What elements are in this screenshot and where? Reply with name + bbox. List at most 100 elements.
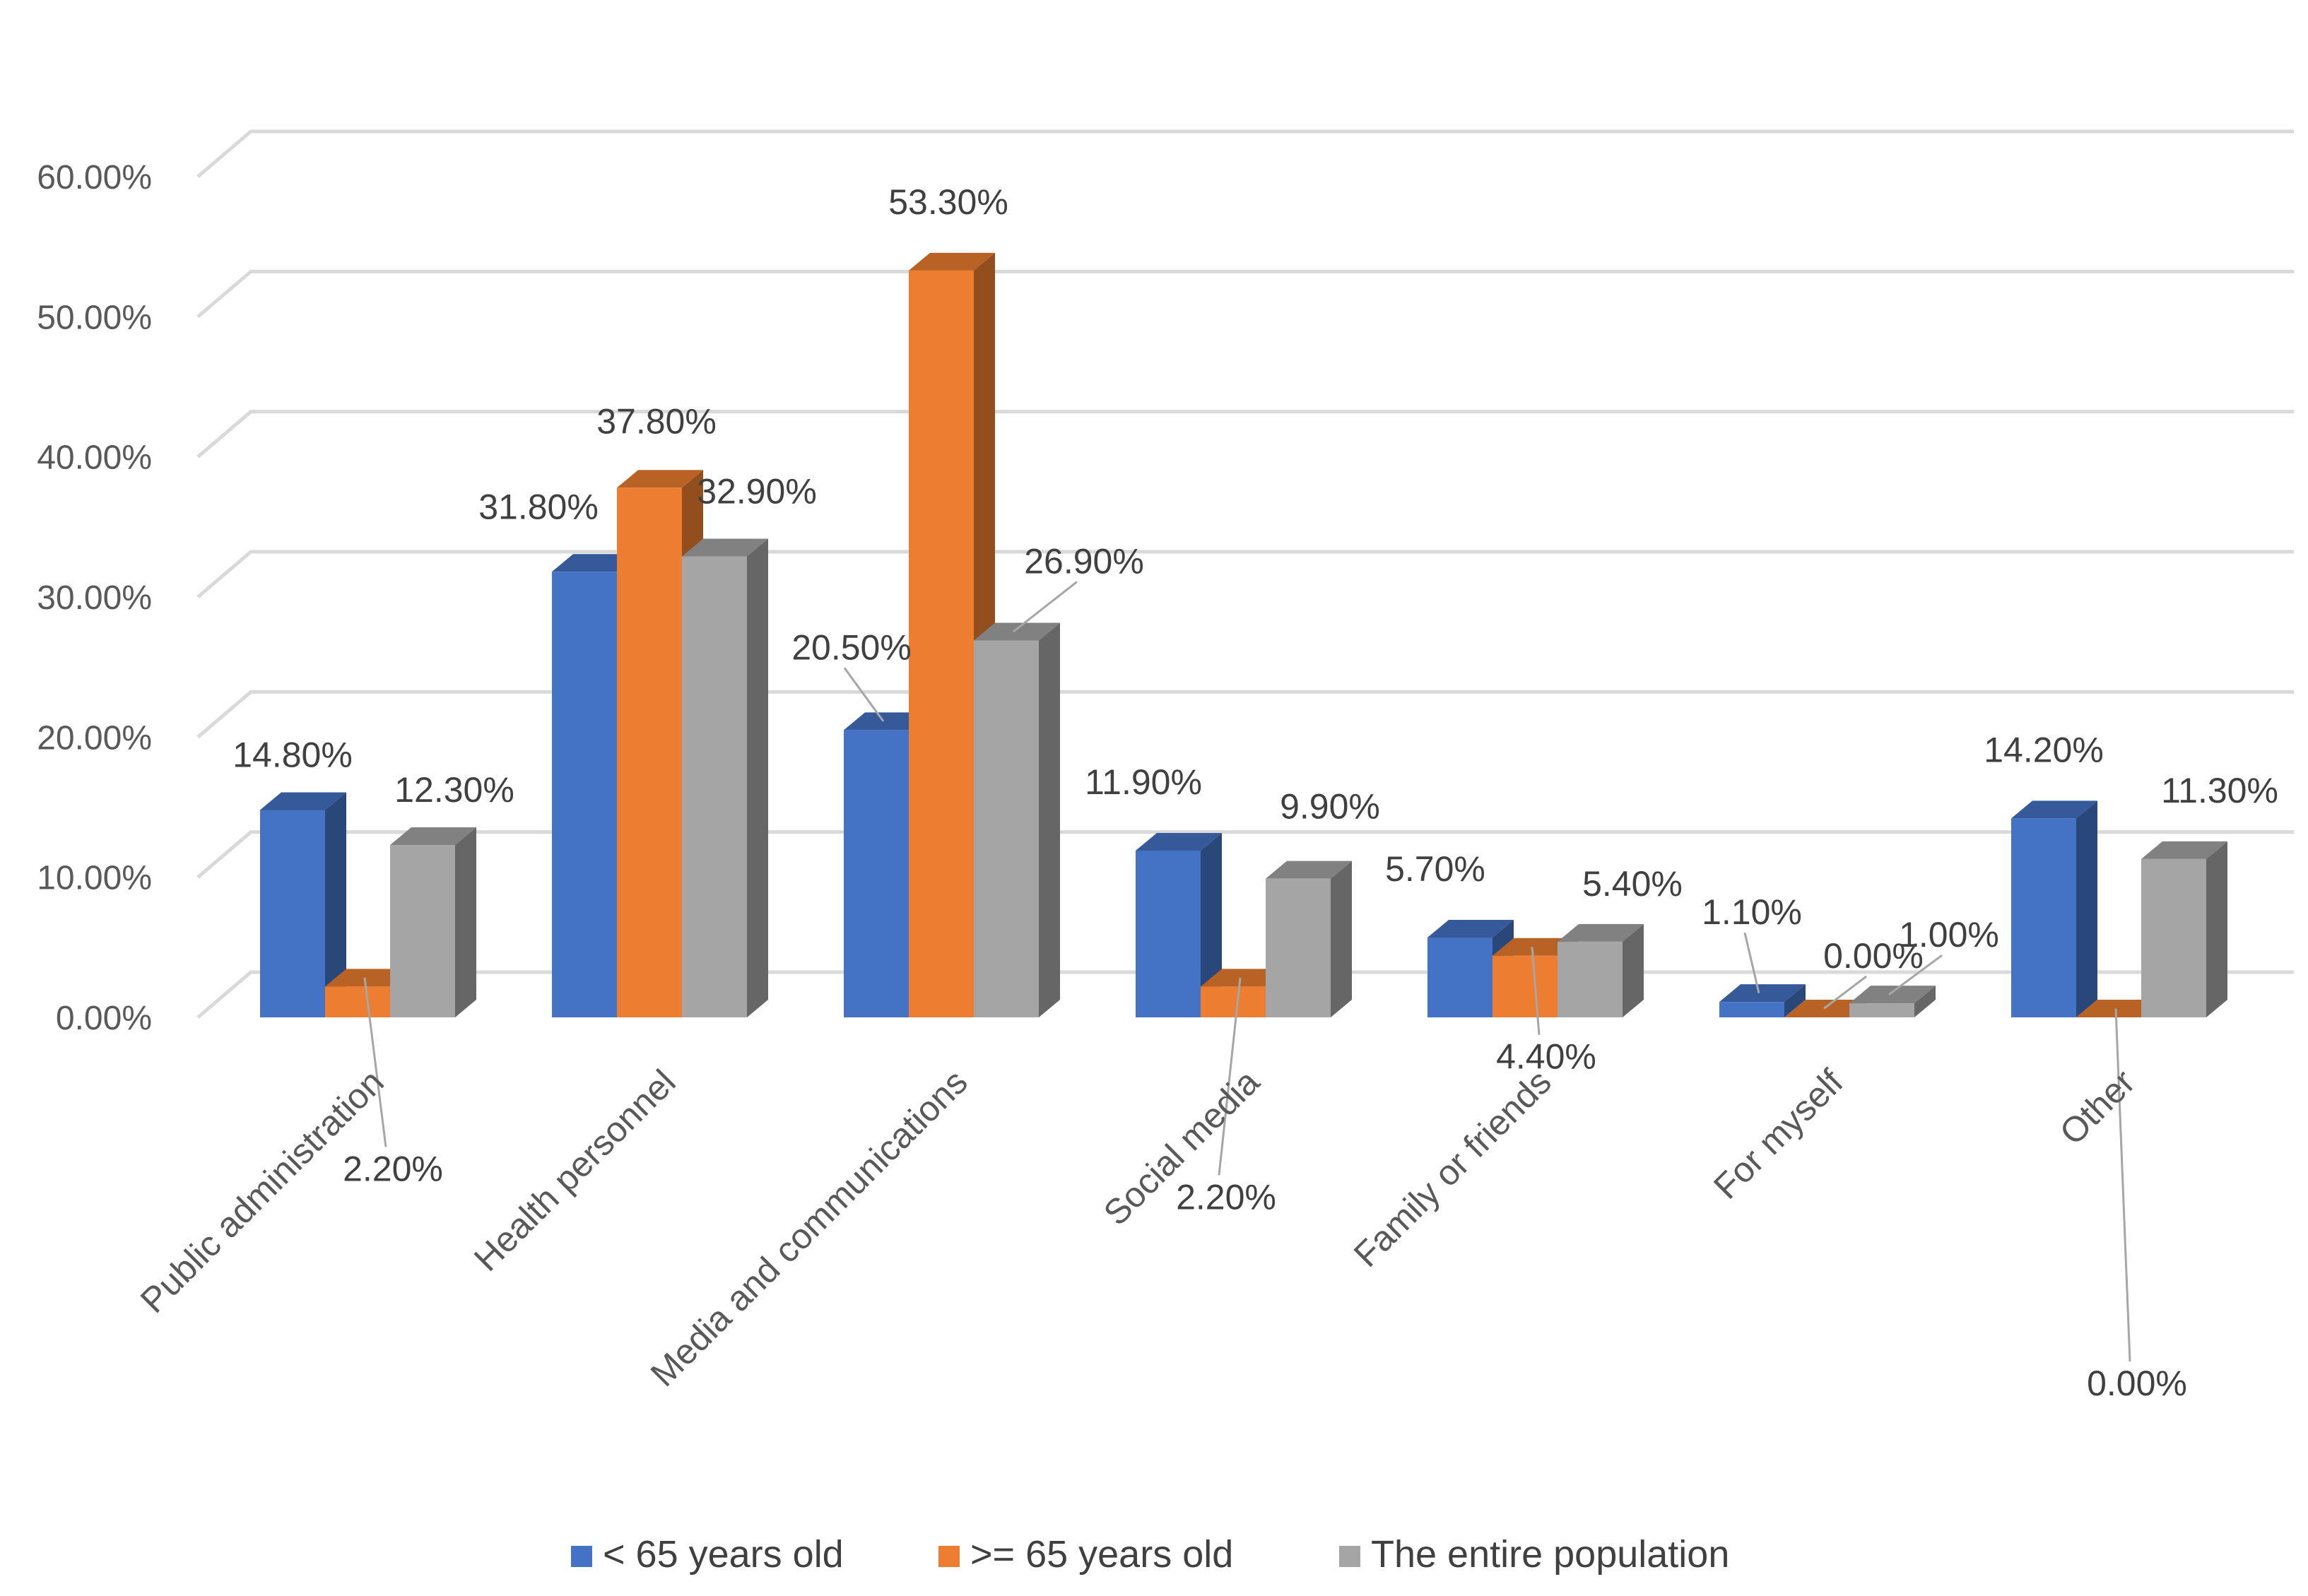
bar — [390, 827, 476, 1017]
bar-front — [1427, 937, 1492, 1017]
bar-front — [1492, 955, 1558, 1017]
x-tick-label: Media and communications — [643, 1062, 975, 1394]
leader-line — [1823, 975, 1867, 1010]
leader-line — [1531, 947, 1541, 1035]
gridline — [196, 830, 2294, 879]
data-label: 11.30% — [2161, 771, 2278, 810]
gridline — [196, 550, 2294, 598]
bar — [682, 538, 768, 1017]
gridline — [196, 410, 2294, 459]
gridlines — [196, 129, 2294, 1019]
data-label: 2.20% — [343, 1149, 443, 1188]
bar-side — [1201, 832, 1222, 1017]
bar-top — [260, 792, 346, 810]
legend-item: < 65 years old — [571, 1533, 844, 1576]
bar-top — [1492, 938, 1579, 956]
bar — [2011, 800, 2097, 1017]
bar-front — [1558, 941, 1623, 1017]
data-label: 4.40% — [1496, 1037, 1596, 1077]
bar-top — [682, 538, 768, 557]
legend-label: < 65 years old — [603, 1533, 844, 1576]
bar-side — [1914, 986, 1936, 1017]
legend: < 65 years old >= 65 years old The entire … — [571, 1533, 1729, 1576]
bar-front — [1201, 986, 1266, 1017]
leader-line — [363, 977, 387, 1147]
data-label: 0.00% — [1823, 936, 1924, 976]
bar — [2141, 841, 2227, 1017]
bar-top — [1849, 986, 1936, 1004]
data-label: 31.80% — [478, 487, 599, 526]
data-label: 0.00% — [2087, 1364, 2187, 1403]
x-axis-tick-labels: Public administration Health personnelMed… — [133, 1062, 2143, 1394]
bar-side — [455, 827, 476, 1017]
bar — [260, 792, 346, 1017]
bar-side — [1623, 923, 1644, 1017]
bar-side — [1784, 984, 1806, 1017]
data-label: 1.10% — [1702, 892, 1802, 932]
y-tick-label: 20.00% — [37, 719, 152, 757]
data-label: 11.90% — [1085, 762, 1202, 802]
data-label: 1.00% — [1899, 915, 1999, 954]
legend-item: The entire population — [1339, 1533, 1729, 1576]
bar-front — [844, 730, 909, 1017]
bar — [1849, 986, 1936, 1017]
bar-side — [1331, 861, 1352, 1017]
legend-swatch — [1339, 1546, 1360, 1567]
bar-front — [1266, 878, 1331, 1017]
legend-swatch — [938, 1546, 960, 1567]
bar-side — [747, 538, 768, 1017]
data-label: 9.90% — [1280, 787, 1380, 827]
gridline — [196, 129, 2294, 178]
bar-front — [325, 986, 390, 1017]
leader-line — [843, 667, 885, 722]
bar-side — [325, 792, 346, 1017]
x-tick-label: For myself — [1706, 1062, 1851, 1207]
bar-front — [1719, 1002, 1784, 1017]
y-tick-label: 60.00% — [37, 159, 152, 196]
x-tick-label: Other — [2052, 1062, 2143, 1152]
bar — [1136, 832, 1222, 1017]
data-label: 14.20% — [1984, 730, 2104, 769]
leader-line — [1218, 977, 1242, 1176]
bar-front — [909, 270, 974, 1018]
bar-top — [617, 470, 703, 488]
x-tick-label: Public administration — [133, 1062, 391, 1320]
data-label: 53.30% — [888, 182, 1008, 222]
bar-top — [1201, 969, 1287, 987]
bar-front — [1849, 1003, 1914, 1017]
bar — [1266, 861, 1352, 1017]
bar-front — [2141, 858, 2206, 1017]
bar-top — [1427, 919, 1514, 938]
leader-line — [2114, 1008, 2131, 1362]
leader-line — [1013, 581, 1078, 633]
data-label: 32.90% — [697, 471, 817, 511]
bar-front — [2011, 818, 2076, 1017]
label-leader-lines — [363, 581, 2131, 1362]
bar-top — [844, 712, 930, 731]
data-label: 20.50% — [791, 627, 912, 667]
data-label: 5.40% — [1582, 864, 1683, 904]
data-label: 14.80% — [232, 735, 353, 774]
bar-top — [2076, 1000, 2162, 1017]
data-label: 2.20% — [1176, 1177, 1276, 1217]
bar-top — [390, 827, 476, 846]
y-axis-tick-labels: 0.00% 10.00% 20.00% 30.00% 40.00% 50.00% 60.00… — [37, 159, 152, 1037]
bar — [2076, 1000, 2162, 1017]
bar-top — [325, 969, 411, 987]
bar — [974, 622, 1060, 1017]
bar — [1784, 1000, 1871, 1017]
gridline — [196, 269, 2294, 319]
bar-front — [617, 487, 682, 1017]
bar-top — [2141, 841, 2227, 859]
bar-top — [909, 252, 995, 271]
leader-line — [1743, 932, 1760, 994]
bar — [1558, 923, 1644, 1017]
bar-front — [1136, 850, 1201, 1017]
data-labels: 14.80% 2.20% 12.30% 31.80% 37.80% 32.90% 20.50… — [232, 182, 2278, 1403]
y-tick-label: 30.00% — [37, 579, 152, 617]
bar-top — [1136, 832, 1222, 851]
data-label: 12.30% — [394, 770, 514, 810]
x-tick-label: Family or friends — [1346, 1062, 1559, 1275]
